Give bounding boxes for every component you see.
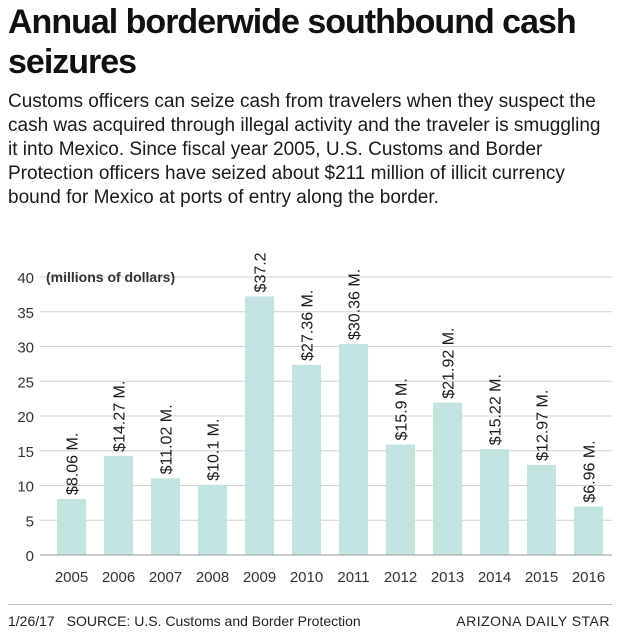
bar-2007 — [150, 478, 181, 555]
x-tick-label: 2007 — [149, 569, 182, 586]
data-label: $14.27 M. — [112, 381, 129, 452]
y-tick-label: 15 — [17, 444, 34, 461]
bar-2012 — [385, 444, 416, 555]
bar-chart: $8.06 M. $14.27 M. $11.02 M. $10.1 M. $37.2 … — [17, 250, 612, 586]
y-tick-label: 0 — [26, 548, 34, 565]
bar-2009 — [244, 296, 275, 555]
x-tick-label: 2008 — [196, 569, 229, 586]
x-tick-label: 2005 — [55, 569, 88, 586]
data-label: $37.2 M. — [253, 250, 270, 292]
publish-date: 1/26/17 — [8, 613, 55, 629]
x-tick-label: 2012 — [384, 569, 417, 586]
footer-divider — [8, 604, 612, 605]
y-axis-label: (millions of dollars) — [46, 269, 175, 285]
y-tick-label: 30 — [17, 340, 34, 357]
x-tick-label: 2011 — [337, 569, 369, 586]
y-tick-label: 10 — [17, 479, 34, 496]
y-tick-label: 35 — [17, 305, 34, 322]
data-label: $30.36 M. — [347, 269, 364, 340]
x-tick-label: 2015 — [525, 569, 558, 586]
intro-text: Customs officers can seize cash from tra… — [8, 91, 601, 208]
chart-title: Annual borderwide southbound cash seizur… — [8, 3, 577, 81]
data-label: $27.36 M. — [300, 290, 317, 361]
y-tick-label: 20 — [17, 409, 34, 426]
publisher-name: ARIZONA DAILY STAR — [456, 613, 610, 629]
data-label: $12.97 M. — [535, 390, 552, 461]
y-tick-label: 25 — [17, 374, 34, 391]
bar-2010 — [291, 364, 322, 555]
x-tick-label: 2014 — [478, 569, 511, 586]
data-label: $11.02 M. — [159, 404, 176, 474]
y-tick-label: 5 — [26, 513, 34, 530]
source-line: 1/26/17 SOURCE: U.S. Customs and Border … — [8, 613, 361, 629]
data-label: $15.22 M. — [488, 374, 505, 445]
bar-2016 — [573, 506, 604, 555]
bar-2008 — [197, 484, 228, 555]
x-tick-label: 2013 — [431, 569, 464, 586]
bar-2006 — [103, 455, 134, 555]
source-credit: SOURCE: U.S. Customs and Border Protecti… — [66, 613, 361, 629]
x-tick-label: 2009 — [243, 569, 276, 586]
x-tick-label: 2010 — [290, 569, 323, 586]
data-label: $21.92 M. — [441, 327, 458, 398]
y-tick-label: 40 — [17, 270, 34, 287]
bar-2011 — [338, 343, 369, 555]
bar-2013 — [432, 402, 463, 555]
footer: 1/26/17 SOURCE: U.S. Customs and Border … — [0, 604, 620, 636]
data-label: $8.06 M. — [65, 433, 82, 495]
data-label: $10.1 M. — [206, 419, 223, 481]
bar-2015 — [526, 464, 557, 555]
x-tick-label: 2006 — [102, 569, 135, 586]
data-label: $15.9 M. — [394, 378, 411, 440]
data-label: $6.96 M. — [582, 440, 599, 502]
bar-2005 — [56, 498, 87, 555]
bar-2014 — [479, 449, 510, 555]
x-tick-label: 2016 — [572, 569, 605, 586]
